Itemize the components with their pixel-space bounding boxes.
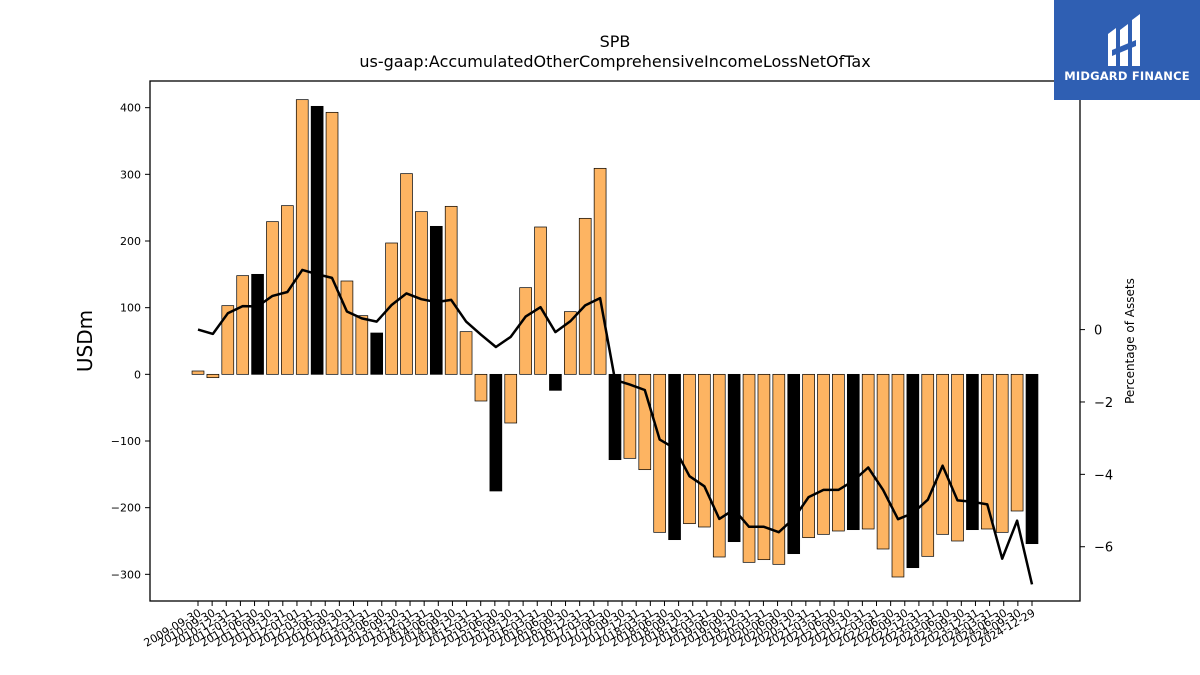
bar — [846, 373, 860, 531]
bar — [340, 280, 354, 375]
bar — [623, 373, 637, 459]
bar — [504, 373, 518, 424]
y-tick-label: 300 — [120, 168, 141, 181]
bar — [370, 332, 384, 375]
bar — [221, 305, 235, 375]
y-axis-right: −6 −4 −2 0 — [1080, 324, 1113, 556]
bar — [534, 226, 547, 375]
bar — [891, 373, 905, 578]
bar — [712, 373, 726, 558]
bar — [191, 370, 205, 375]
y2-axis-label: Percentage of Assets — [1123, 278, 1137, 404]
bar — [1025, 373, 1039, 545]
bar — [966, 373, 979, 531]
bar — [310, 105, 324, 375]
y-axis-left: −300 −200 −100 0 100 200 300 400 — [111, 102, 150, 581]
y-tick-label: 0 — [134, 368, 141, 381]
pct-line — [197, 268, 1034, 585]
bar — [608, 373, 622, 461]
bar — [772, 373, 786, 565]
bar — [1010, 373, 1024, 512]
y-tick-label: −100 — [111, 435, 141, 448]
chart-title: SPB — [599, 32, 631, 51]
y-tick-label: 100 — [120, 302, 141, 315]
bar — [861, 373, 875, 530]
y-tick-label: 400 — [120, 102, 141, 115]
bar — [355, 315, 369, 375]
bar — [295, 99, 309, 375]
bar — [474, 373, 488, 402]
midgard-finance-logo: MIDGARD FINANCE — [1054, 0, 1200, 100]
bar — [787, 373, 801, 555]
plot-frame — [149, 80, 1081, 602]
bar — [325, 111, 339, 375]
bar — [906, 373, 920, 569]
bar — [936, 373, 949, 535]
bar — [638, 373, 652, 471]
bar — [519, 287, 532, 375]
y-tick-label: 200 — [120, 235, 141, 248]
bar — [876, 373, 890, 550]
y2-tick-label: −6 — [1094, 541, 1113, 556]
bar — [206, 373, 220, 379]
y-axis-label: USDm — [73, 310, 97, 372]
y-tick-label: −300 — [111, 568, 141, 581]
y2-tick-label: −2 — [1094, 396, 1113, 411]
bar — [459, 331, 473, 375]
bar — [817, 373, 830, 535]
bar — [727, 373, 741, 543]
bar — [489, 373, 503, 492]
pct-line-group — [197, 268, 1034, 585]
bar — [683, 373, 696, 525]
x-axis: 2009-09-302010-09-302010-12-312011-03-31… — [142, 601, 1038, 650]
y2-tick-label: 0 — [1094, 324, 1102, 339]
bar — [698, 373, 711, 528]
y2-tick-label: −4 — [1094, 468, 1113, 483]
bar — [578, 217, 592, 375]
bar — [385, 242, 398, 375]
logo-mark-icon — [1108, 14, 1140, 66]
bar — [564, 311, 577, 375]
bar — [981, 373, 994, 530]
bar — [995, 373, 1009, 533]
bar — [757, 373, 771, 561]
bar — [444, 205, 458, 375]
bar — [921, 373, 935, 557]
bar — [802, 373, 815, 539]
bar — [251, 273, 264, 375]
bar — [236, 275, 249, 375]
bar — [266, 221, 279, 375]
logo-text: MIDGARD FINANCE — [1064, 69, 1190, 83]
bar — [653, 373, 666, 533]
bars-group — [191, 99, 1039, 578]
bar — [593, 167, 607, 375]
chart-subtitle: us-gaap:AccumulatedOtherComprehensiveInc… — [359, 52, 871, 71]
bar — [951, 373, 964, 542]
bar — [742, 373, 756, 563]
bar — [832, 373, 845, 532]
bar — [549, 373, 562, 391]
bar — [415, 211, 428, 375]
y-tick-label: −200 — [111, 502, 141, 515]
bar — [400, 173, 413, 375]
